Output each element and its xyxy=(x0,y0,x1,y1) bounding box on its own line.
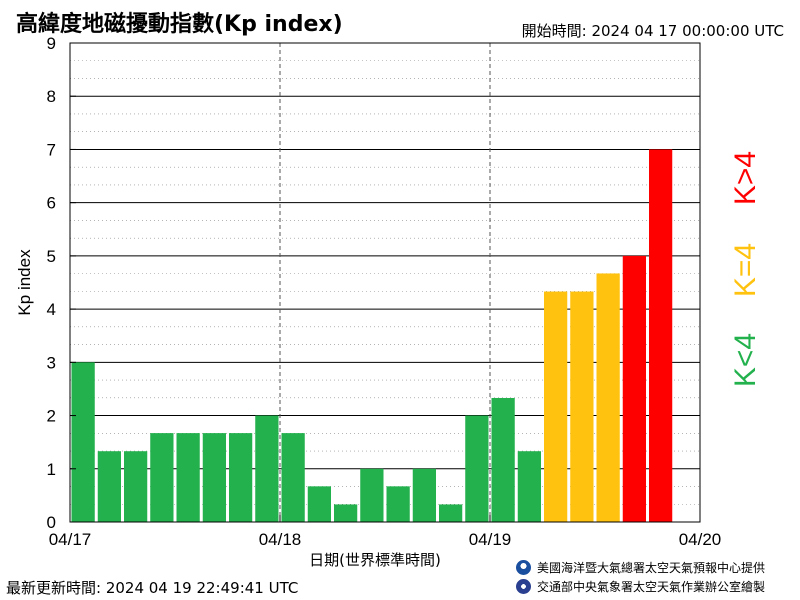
kp-bar-22 xyxy=(622,255,646,522)
y-axis-label: Kp index xyxy=(15,249,34,316)
y-tick-label: 6 xyxy=(47,194,56,213)
start-time: 開始時間: 2024 04 17 00:00:00 UTC xyxy=(521,22,784,40)
x-tick-label: 04/17 xyxy=(49,530,92,549)
cwa-logo-icon xyxy=(516,579,531,594)
grid-layer xyxy=(70,43,700,522)
credit-noaa: 美國海洋暨大氣總署太空天氣預報中心提供 xyxy=(516,559,765,576)
kp-bar-13 xyxy=(386,486,410,522)
kp-bar-10 xyxy=(307,486,331,522)
kp-bar-17 xyxy=(491,397,515,522)
x-tick-label: 04/19 xyxy=(469,530,512,549)
y-tick-label: 1 xyxy=(47,460,56,479)
kp-bar-23 xyxy=(649,149,673,522)
kp-bar-16 xyxy=(465,415,489,522)
kp-bar-19 xyxy=(544,291,568,522)
kp-bar-2 xyxy=(97,451,121,522)
kp-bar-9 xyxy=(281,433,305,522)
kp-bar-15 xyxy=(439,504,463,522)
legend-item-2: K=4 xyxy=(729,243,762,297)
kp-bar-8 xyxy=(255,415,279,522)
kp-bar-18 xyxy=(517,451,541,522)
kp-bar-12 xyxy=(360,468,384,522)
credit-noaa-text: 美國海洋暨大氣總署太空天氣預報中心提供 xyxy=(537,561,766,575)
y-tick-label: 8 xyxy=(47,87,56,106)
kp-bar-7 xyxy=(229,433,253,522)
y-tick-label: 4 xyxy=(47,300,56,319)
x-tick-label: 04/18 xyxy=(259,530,302,549)
kp-bar-5 xyxy=(176,433,200,522)
kp-bar-21 xyxy=(596,273,620,522)
kp-bar-20 xyxy=(570,291,594,522)
bar-layer xyxy=(71,149,673,522)
y-tick-label: 2 xyxy=(47,407,56,426)
page-title: 高緯度地磁擾動指數(Kp index) xyxy=(16,12,343,37)
plot-frame xyxy=(69,42,701,523)
kp-bar-3 xyxy=(124,451,148,522)
y-tick-label: 9 xyxy=(47,34,56,53)
x-tick-label: 04/20 xyxy=(679,530,722,549)
last-updated: 最新更新時間: 2024 04 19 22:49:41 UTC xyxy=(6,579,299,597)
noaa-logo-icon xyxy=(516,560,531,575)
credit-cwa: 交通部中央氣象署太空天氣作業辦公室繪製 xyxy=(516,578,765,595)
kp-bar-6 xyxy=(202,433,226,522)
y-tick-label: 7 xyxy=(47,140,56,159)
axis-layer: 0 1 2 3 4 5 6 7 8 9 04/17 04/18 04/19 04/20 xyxy=(47,34,722,549)
kp-bar-11 xyxy=(334,504,358,522)
kp-bar-14 xyxy=(412,468,436,522)
legend-item-1: K<4 xyxy=(729,333,762,387)
y-tick-label: 5 xyxy=(47,247,56,266)
y-tick-label: 0 xyxy=(47,513,56,532)
x-axis-label: 日期(世界標準時間) xyxy=(309,551,441,569)
legend-item-3: K>4 xyxy=(729,151,762,205)
kp-bar-4 xyxy=(150,433,174,522)
y-tick-label: 3 xyxy=(47,353,56,372)
credit-cwa-text: 交通部中央氣象署太空天氣作業辦公室繪製 xyxy=(537,580,766,594)
kp-bar-1 xyxy=(71,362,95,522)
legend: K<4 K=4 K>4 xyxy=(729,151,762,387)
